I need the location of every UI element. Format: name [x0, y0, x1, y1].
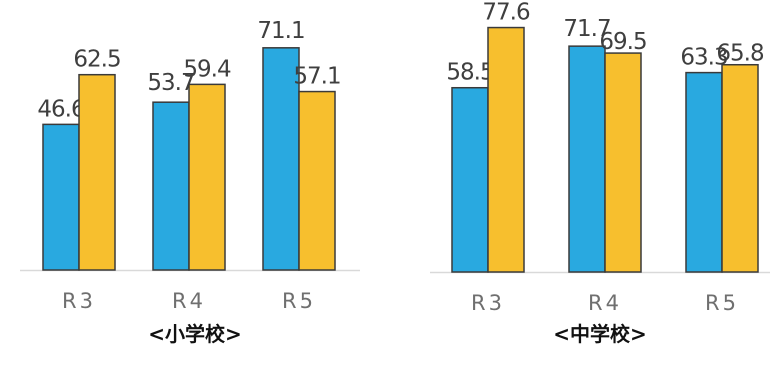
data-label-chart1-R3-series0: 58.5 — [446, 60, 493, 86]
tick-label-chart1-R5: R5 — [705, 291, 739, 315]
chart-title-elementary: <小学校> — [148, 322, 242, 346]
tick-label-chart0-R4: R4 — [172, 289, 206, 313]
data-label-chart0-R5-series1: 57.1 — [293, 64, 340, 90]
bar-chart1-R4-series1 — [604, 52, 642, 273]
bar-chart1-R3-series0 — [451, 86, 489, 273]
data-label-chart1-R5-series1: 65.8 — [716, 41, 764, 67]
bar-chart0-R5-series1 — [298, 90, 336, 271]
bar-chart1-R4-series0 — [568, 45, 606, 273]
bar-chart1-R3-series1 — [487, 26, 525, 273]
tick-label-chart0-R5: R5 — [282, 289, 316, 313]
chart-title-junior-high: <中学校> — [553, 322, 647, 346]
data-label-chart0-R4-series0: 53.7 — [147, 70, 194, 96]
tick-label-chart0-R3: R3 — [62, 289, 96, 313]
data-label-chart1-R4-series0: 71.7 — [563, 16, 610, 42]
bar-chart0-R5-series0 — [262, 47, 300, 271]
bar-chart0-R3-series1 — [78, 73, 116, 271]
data-label-chart1-R3-series1: 77.6 — [482, 0, 530, 26]
bar-chart1-R5-series0 — [685, 71, 723, 273]
tick-label-chart1-R3: R3 — [471, 291, 505, 315]
bar-chart0-R4-series1 — [188, 83, 226, 271]
data-label-chart0-R3-series1: 62.5 — [73, 47, 120, 73]
bar-chart0-R4-series0 — [152, 101, 190, 271]
bar-chart0-R3-series0 — [42, 123, 80, 271]
data-label-chart0-R3-series0: 46.6 — [37, 96, 85, 122]
data-label-chart1-R4-series1: 69.5 — [599, 29, 646, 55]
bar-chart1-R5-series1 — [721, 63, 759, 273]
data-label-chart0-R4-series1: 59.4 — [183, 56, 231, 82]
tick-label-chart1-R4: R4 — [588, 291, 622, 315]
data-label-chart1-R5-series0: 63.3 — [680, 45, 727, 71]
data-label-chart0-R5-series0: 71.1 — [257, 18, 304, 44]
